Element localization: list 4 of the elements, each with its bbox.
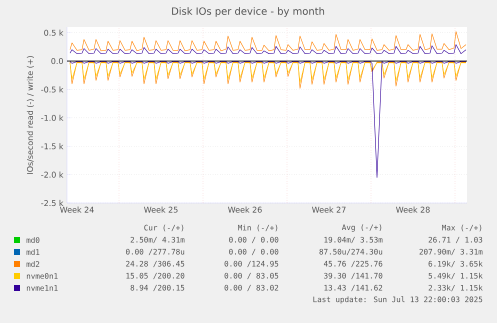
chart-title: Disk IOs per device - by month xyxy=(172,7,324,17)
line-series xyxy=(70,31,466,52)
line-series xyxy=(70,62,466,83)
line-series xyxy=(70,44,466,54)
